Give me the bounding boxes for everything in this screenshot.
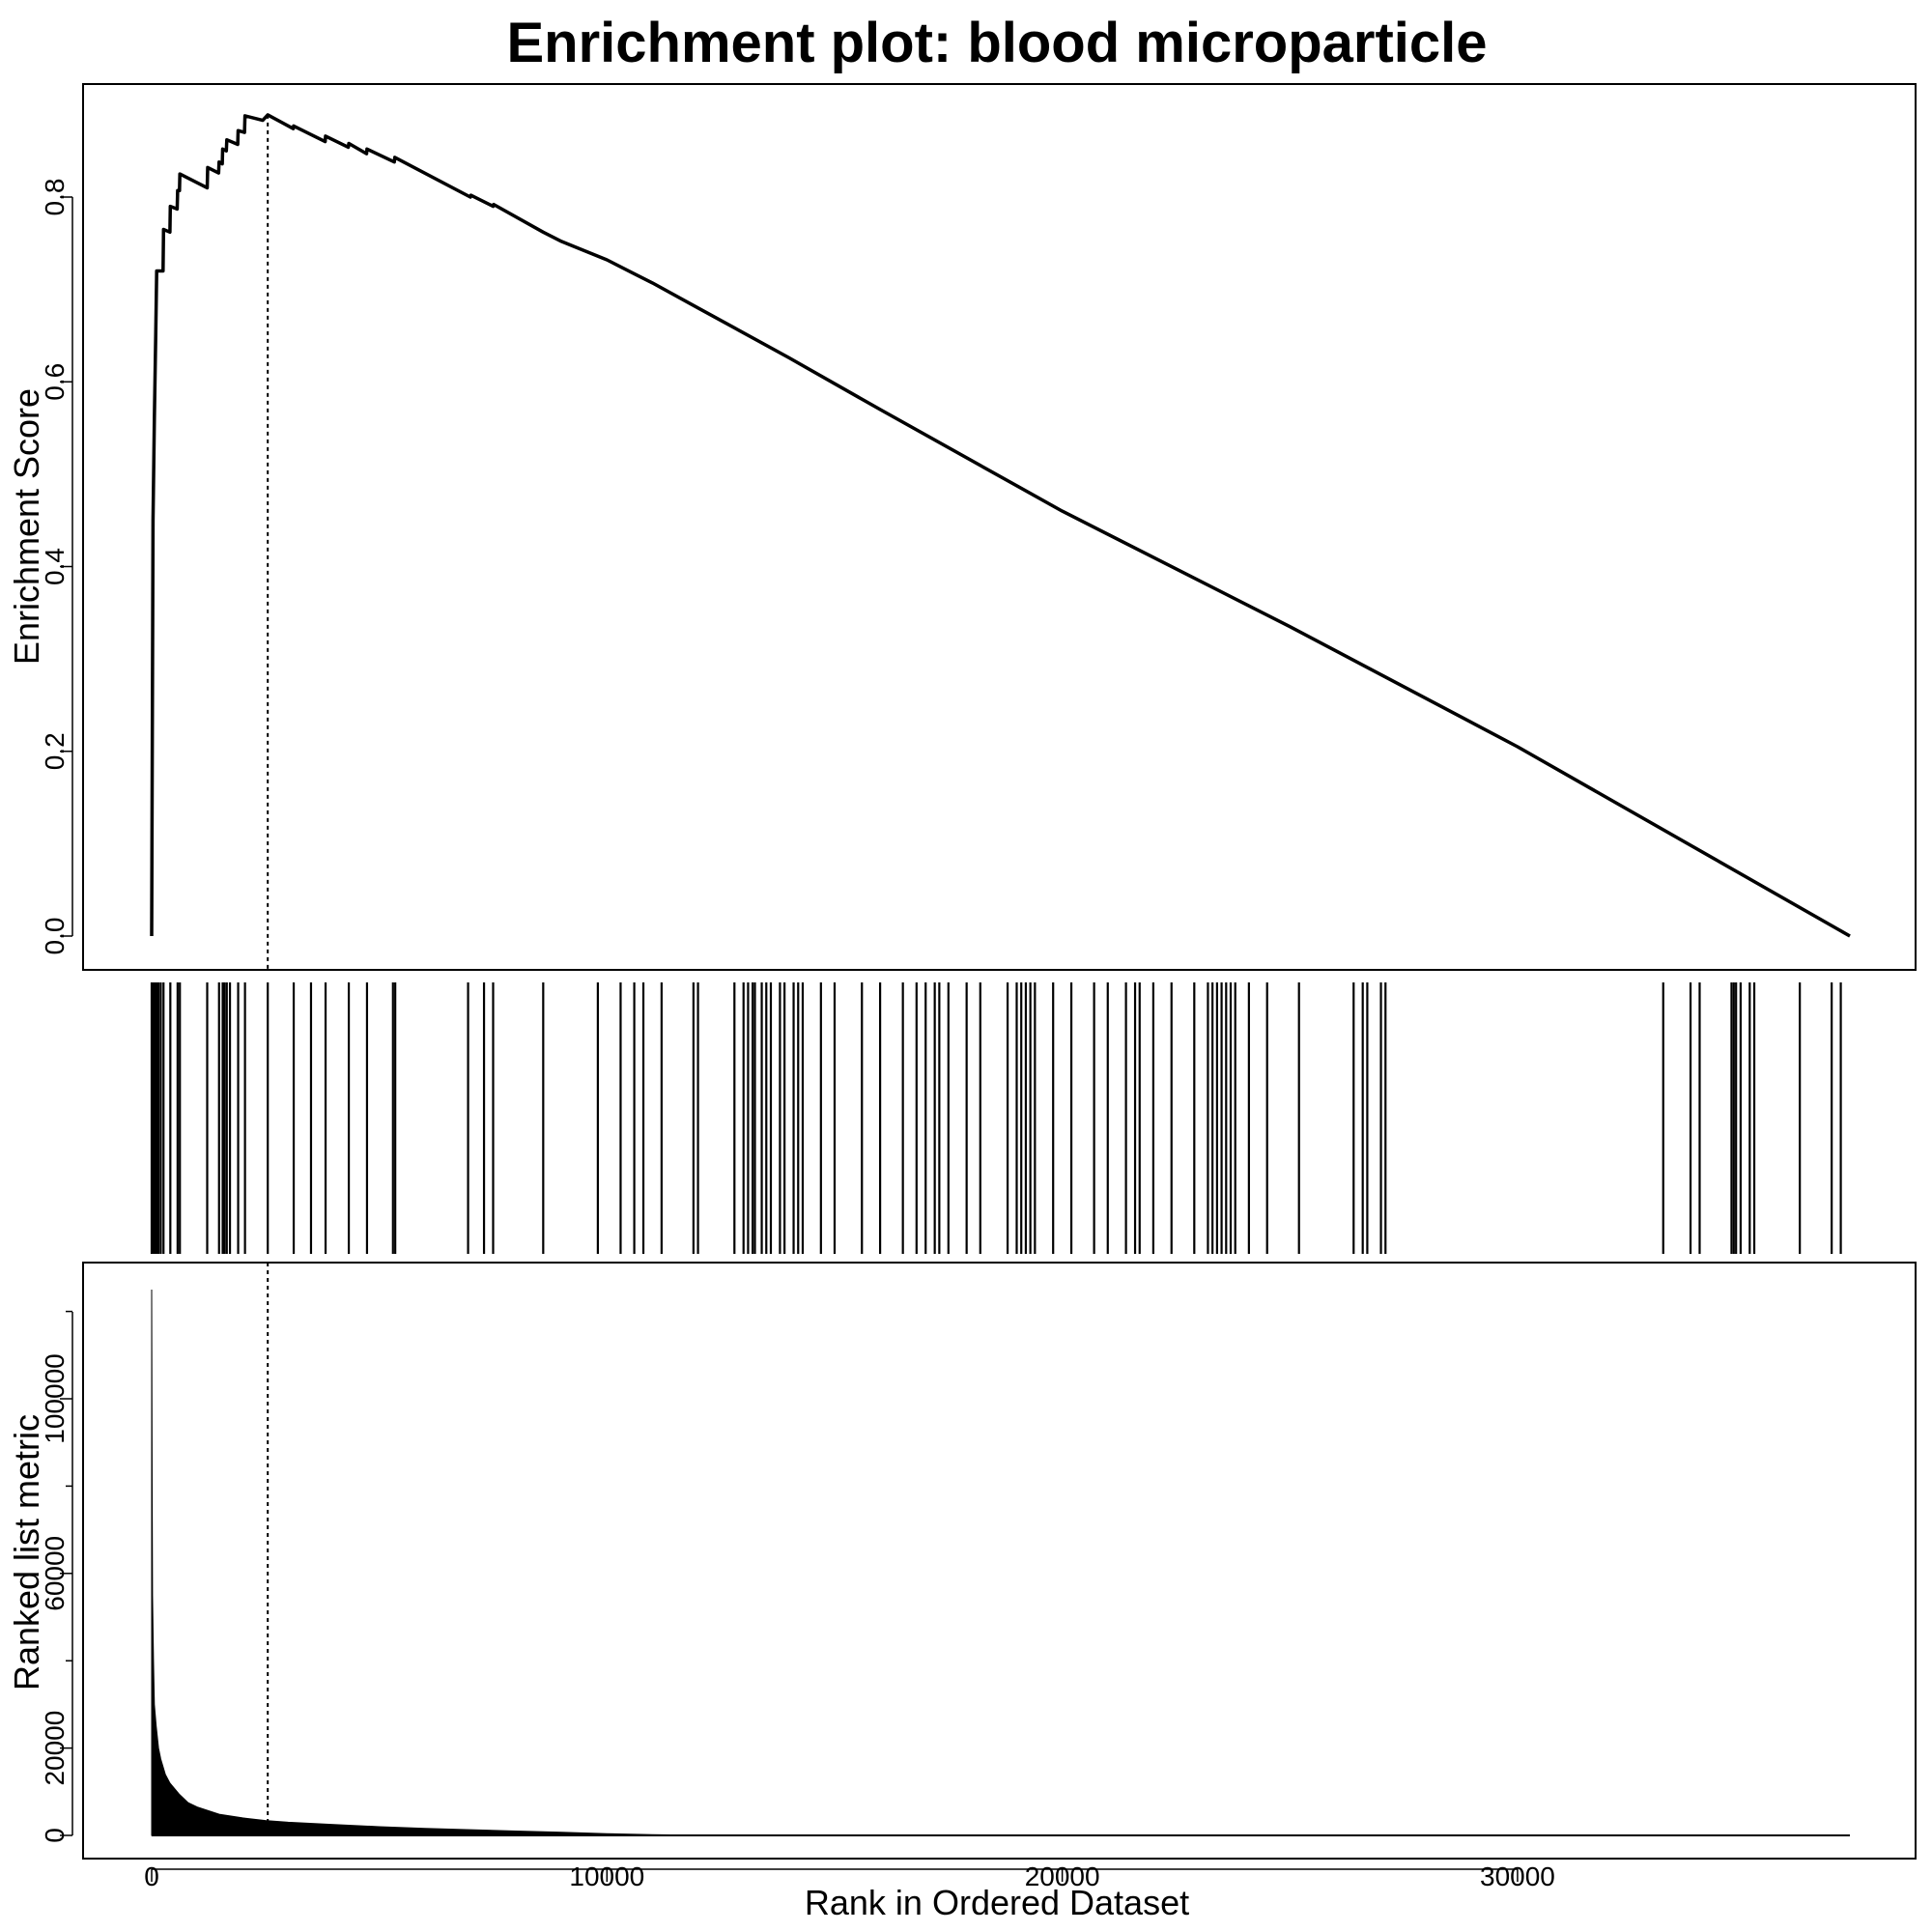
x-tick-label: 30000 <box>1480 1861 1555 1891</box>
enrichment-y-tick-label: 0.8 <box>40 179 70 216</box>
metric-y-tick-label: 0 <box>40 1828 70 1843</box>
enrichment-panel-frame <box>82 83 1917 971</box>
metric-y-tick-label: 20000 <box>40 1711 70 1786</box>
ranked-metric-area <box>151 1289 1850 1836</box>
metric-y-ticks: 0 20000 60000 100000 <box>40 1310 72 1843</box>
x-axis-label: Rank in Ordered Dataset <box>805 1883 1189 1922</box>
enrichment-score-line <box>150 113 1851 938</box>
enrichment-y-axis-label: Enrichment Score <box>7 388 46 665</box>
chart-title: Enrichment plot: blood microparticle <box>506 12 1487 74</box>
metric-y-axis-label: Ranked list metric <box>7 1414 46 1690</box>
enrichment-y-tick-label: 0.2 <box>40 732 70 770</box>
enrichment-y-tick-label: 0.0 <box>40 918 70 955</box>
gene-hits-strip <box>150 982 1842 1254</box>
x-axis: 0 10000 20000 30000 Rank in Ordered Dataset <box>144 1861 1555 1922</box>
x-tick-label: 10000 <box>569 1861 644 1891</box>
x-tick-label: 0 <box>144 1861 159 1891</box>
metric-panel-frame <box>82 1262 1917 1860</box>
metric-y-tick-label: 100000 <box>40 1353 70 1443</box>
enrichment-y-tick-label: 0.4 <box>40 548 70 585</box>
enrichment-score-panel: 0.0 0.2 0.4 0.6 0.8 Enrichment Score <box>7 83 1917 971</box>
metric-y-tick-label: 60000 <box>40 1536 70 1611</box>
x-ticks: 0 10000 20000 30000 <box>144 1861 1555 1891</box>
ranked-metric-panel: 0 20000 60000 100000 Ranked list metric <box>7 1262 1917 1860</box>
enrichment-y-ticks: 0.0 0.2 0.4 0.6 0.8 <box>40 179 72 955</box>
x-tick-label: 20000 <box>1025 1861 1100 1891</box>
enrichment-y-tick-label: 0.6 <box>40 363 70 401</box>
